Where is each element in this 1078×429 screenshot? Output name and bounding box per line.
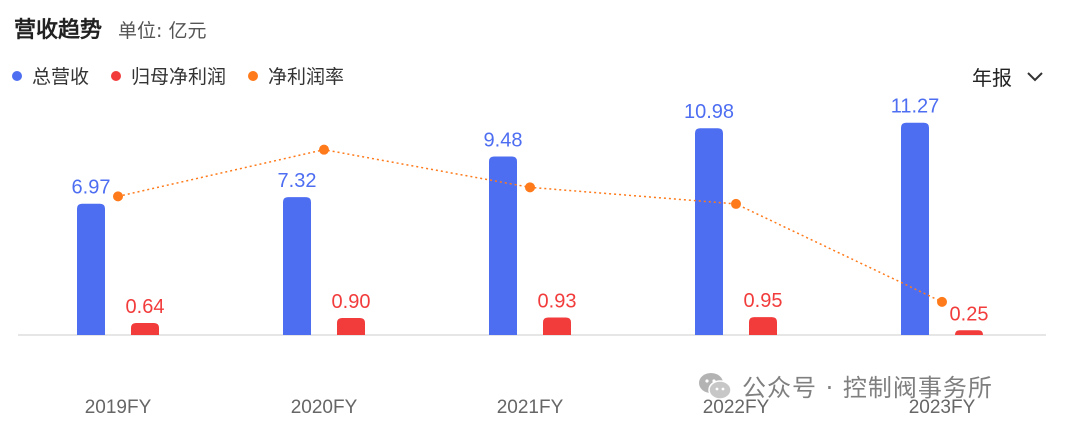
revenue-value-label: 9.48 [484, 129, 523, 151]
revenue-value-label: 7.32 [278, 170, 317, 192]
chart-header: 营收趋势 单位: 亿元 [14, 12, 206, 46]
net-margin-point [319, 144, 329, 155]
net-margin-point [937, 296, 947, 307]
revenue-bar [283, 197, 311, 335]
net-profit-value-label: 0.93 [538, 290, 577, 312]
legend-item-net-profit[interactable]: 归母净利润 [111, 62, 226, 89]
net-profit-bar [131, 322, 159, 335]
net-margin-point [731, 198, 741, 209]
revenue-value-label: 11.27 [891, 96, 940, 118]
revenue-bar [489, 156, 517, 335]
net-profit-value-label: 0.95 [744, 290, 783, 312]
legend-label: 净利润率 [268, 66, 345, 88]
legend-label: 归母净利润 [131, 66, 227, 88]
circle-dot-icon [111, 70, 122, 81]
x-tick-label: 2021FY [497, 397, 564, 418]
revenue-value-label: 10.98 [684, 101, 734, 123]
revenue-value-label: 6.97 [72, 177, 111, 199]
chevron-down-icon [1027, 71, 1043, 81]
wechat-icon [699, 372, 732, 400]
revenue-bar [77, 203, 105, 335]
watermark-text: 公众号 · 控制阀事务所 [742, 374, 993, 402]
x-tick-label: 2020FY [291, 397, 358, 418]
net-margin-point [113, 191, 123, 202]
period-label: 年报 [972, 66, 1012, 90]
net-profit-value-label: 0.90 [332, 291, 371, 313]
net-profit-bar [955, 330, 983, 335]
x-tick-label: 2022FY [703, 397, 770, 418]
net-margin-point [525, 182, 535, 193]
chart-title: 营收趋势 [14, 18, 103, 43]
legend-item-revenue[interactable]: 总营收 [12, 62, 89, 89]
legend-item-net-margin[interactable]: 净利润率 [248, 62, 344, 89]
watermark: 公众号 · 控制阀事务所 [698, 368, 993, 403]
net-margin-line [117, 148, 943, 303]
legend: 总营收 归母净利润 净利润率 [12, 62, 366, 89]
revenue-bar [901, 122, 929, 335]
period-selector[interactable]: 年报 [972, 62, 1044, 91]
net-profit-bar [749, 317, 777, 335]
circle-dot-icon [12, 70, 22, 81]
net-profit-value-label: 0.25 [950, 303, 989, 325]
x-tick-label: 2019FY [85, 397, 152, 418]
circle-dot-icon [248, 70, 259, 81]
x-tick-label: 2023FY [909, 397, 976, 418]
net-profit-bar [543, 317, 571, 335]
legend-label: 总营收 [32, 66, 90, 88]
net-profit-value-label: 0.64 [126, 296, 165, 318]
unit-label: 单位: 亿元 [118, 20, 207, 42]
net-profit-bar [337, 318, 365, 335]
revenue-bar [695, 128, 723, 335]
